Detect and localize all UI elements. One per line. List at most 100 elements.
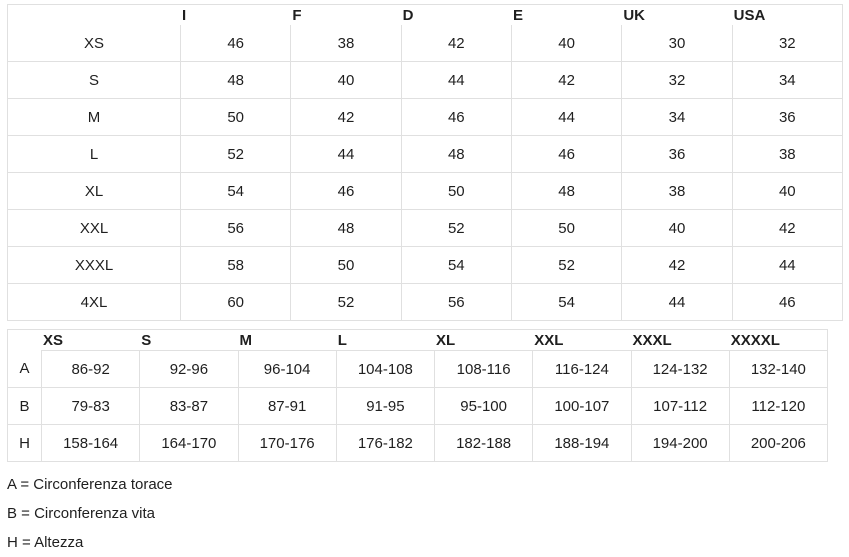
table-row-4xl: 4XL 60 52 56 54 44 46 [8,283,842,320]
header-cell-blank [8,5,180,25]
table-row-xs: XS 46 38 42 40 30 32 [8,25,842,61]
size-cell: 56 [400,283,511,320]
row-label: A [19,360,30,377]
table-row-m: M 50 42 46 44 34 36 [8,98,842,135]
measure-cell: 188-194 [532,424,631,461]
size-cell: 52 [510,246,622,283]
size-cell: 48 [180,61,291,98]
header-cell-xxxxl: XXXXL [730,331,780,349]
table-row-s: S 48 40 44 42 32 34 [8,61,842,98]
size-cell: 40 [731,172,842,209]
measurements-header-row: XS S M L XL XXL XXXL XXXXL [8,330,827,350]
header-cell-m: M [239,331,253,349]
size-cell: 36 [731,98,842,135]
size-cell: 38 [621,172,732,209]
size-cell: 50 [510,209,622,246]
size-cell: 38 [290,25,400,61]
measure-cell: 194-200 [630,424,729,461]
size-cell: 30 [621,25,731,61]
size-cell: 36 [621,135,732,172]
measure-cell: 104-108 [335,350,434,387]
body-measurements-table: XS S M L XL XXL XXXL XXXXL A 86-92 92-96… [7,329,828,462]
measure-cell: 112-120 [728,387,827,424]
row-label: L [8,135,180,172]
size-cell: 58 [180,246,291,283]
size-cell: 34 [731,61,842,98]
measure-cell: 182-188 [434,424,533,461]
row-label: S [8,61,180,98]
measure-cell: 107-112 [630,387,729,424]
measure-cell: 116-124 [532,350,631,387]
international-sizes-table: I F D E UK USA XS 46 38 42 40 30 32 S 48… [7,4,843,321]
legend-item-chest: A = Circonferenza torace [7,476,173,493]
size-cell: 44 [290,135,401,172]
size-cell: 54 [400,246,511,283]
size-cell: 50 [400,172,511,209]
header-cell-uk: UK [623,6,645,24]
legend: A = Circonferenza torace B = Circonferen… [7,476,849,552]
row-label: H [8,424,41,461]
size-cell: 46 [180,25,290,61]
size-cell: 60 [180,283,291,320]
row-label: 4XL [8,283,180,320]
header-cell-s: S [141,331,152,349]
size-cell: 48 [400,135,511,172]
measure-cell: 158-164 [41,424,140,461]
measure-cell: 124-132 [630,350,729,387]
size-cell: 32 [621,61,732,98]
header-cell-xxxl: XXXL [632,331,672,349]
row-label: B [8,387,41,424]
measure-cell: 79-83 [41,387,140,424]
size-cell: 44 [510,98,622,135]
header-cell-xl: XL [436,331,456,349]
size-cell: 40 [510,25,621,61]
measure-cell: 86-92 [41,350,140,387]
header-cell-f: F [292,6,302,24]
legend-item-waist: B = Circonferenza vita [7,505,155,522]
header-cell-blank [8,330,41,350]
size-cell: 34 [621,98,732,135]
table-row-xxl: XXL 56 48 52 50 40 42 [8,209,842,246]
header-cell-usa: USA [733,6,766,24]
size-cell: 42 [510,61,622,98]
size-cell: 50 [180,98,291,135]
measure-cell: 170-176 [237,424,336,461]
row-label: XXL [8,209,180,246]
measure-cell: 91-95 [335,387,434,424]
size-cell: 38 [731,135,842,172]
table-row-waist: B 79-83 83-87 87-91 91-95 95-100 100-107… [8,387,827,424]
row-label: XL [8,172,180,209]
measure-cell: 132-140 [728,350,827,387]
size-cell: 42 [621,246,732,283]
measure-cell: 87-91 [237,387,336,424]
size-cell: 46 [510,135,622,172]
measure-cell: 95-100 [434,387,533,424]
size-cell: 44 [731,246,842,283]
size-cell: 48 [510,172,622,209]
table-row-xxxl: XXXL 58 50 54 52 42 44 [8,246,842,283]
measure-cell: 164-170 [139,424,238,461]
size-cell: 44 [621,283,732,320]
size-cell: 54 [180,172,291,209]
size-cell: 42 [290,98,401,135]
size-cell: 48 [290,209,401,246]
size-cell: 54 [510,283,622,320]
size-cell: 46 [400,98,511,135]
size-cell: 40 [290,61,401,98]
header-cell-e: E [512,6,523,24]
row-label: XS [83,34,104,52]
measure-cell: 92-96 [139,350,238,387]
row-label: XXXL [8,246,180,283]
size-cell: 52 [400,209,511,246]
size-cell: 40 [621,209,732,246]
size-cell: 46 [731,283,842,320]
table-row-chest: A 86-92 92-96 96-104 104-108 108-116 116… [8,350,827,387]
measure-cell: 96-104 [237,350,336,387]
size-cell: 46 [290,172,401,209]
size-cell: 42 [400,25,511,61]
table-row-xl: XL 54 46 50 48 38 40 [8,172,842,209]
size-cell: 50 [290,246,401,283]
header-cell-d: D [402,6,414,24]
size-cell: 44 [400,61,511,98]
